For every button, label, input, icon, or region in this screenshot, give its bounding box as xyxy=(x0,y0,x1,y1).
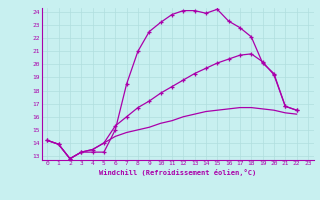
X-axis label: Windchill (Refroidissement éolien,°C): Windchill (Refroidissement éolien,°C) xyxy=(99,169,256,176)
